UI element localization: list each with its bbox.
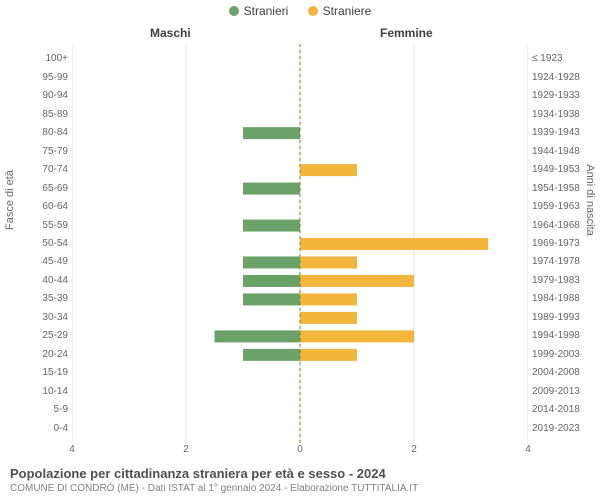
bar-female [300, 330, 414, 342]
bar-male [243, 293, 300, 305]
y-tick-birth: 1954-1958 [532, 184, 600, 194]
y-tick-age: 35-39 [0, 294, 68, 304]
y-tick-birth: 2009-2013 [532, 387, 600, 397]
x-tick: 2 [411, 444, 417, 455]
x-tick: 4 [69, 444, 75, 455]
y-tick-age: 70-74 [0, 165, 68, 175]
y-tick-birth: 1949-1953 [532, 165, 600, 175]
y-tick-birth: 1924-1928 [532, 73, 600, 83]
y-axis-left: 100+ 95-99 90-94 85-89 80-84 75-79 70-74 65-69 6… [0, 44, 68, 444]
legend-label-female: Straniere [323, 4, 372, 18]
bar-male [215, 330, 301, 342]
y-tick-age: 10-14 [0, 387, 68, 397]
chart-title: Popolazione per cittadinanza straniera p… [10, 466, 418, 481]
legend-label-male: Stranieri [244, 4, 289, 18]
y-tick-age: 20-24 [0, 350, 68, 360]
y-tick-age: 85-89 [0, 110, 68, 120]
y-tick-birth: 1959-1963 [532, 202, 600, 212]
y-tick-age: 5-9 [0, 405, 68, 415]
y-tick-birth: 2004-2008 [532, 368, 600, 378]
y-tick-age: 75-79 [0, 147, 68, 157]
column-title-right: Femmine [380, 26, 433, 40]
bar-male [243, 220, 300, 232]
y-tick-age: 65-69 [0, 184, 68, 194]
y-tick-birth: 1969-1973 [532, 239, 600, 249]
y-tick-age: 40-44 [0, 276, 68, 286]
y-tick-birth: 1929-1933 [532, 91, 600, 101]
bar-female [300, 312, 357, 324]
bar-female [300, 275, 414, 287]
y-tick-birth: 1964-1968 [532, 221, 600, 231]
x-tick: 2 [183, 444, 189, 455]
bar-male [243, 275, 300, 287]
y-tick-birth: 1984-1988 [532, 294, 600, 304]
bar-female [300, 164, 357, 176]
plot-area [72, 44, 528, 444]
y-tick-birth: 1944-1948 [532, 147, 600, 157]
y-tick-age: 15-19 [0, 368, 68, 378]
bar-male [243, 127, 300, 139]
bar-male [243, 256, 300, 268]
y-tick-age: 55-59 [0, 221, 68, 231]
bar-female [300, 256, 357, 268]
pyramid-chart: Stranieri Straniere Maschi Femmine Fasce… [0, 0, 600, 500]
y-tick-birth: 1989-1993 [532, 313, 600, 323]
y-tick-age: 45-49 [0, 257, 68, 267]
y-tick-birth: 1974-1978 [532, 257, 600, 267]
y-tick-birth: 1934-1938 [532, 110, 600, 120]
y-tick-birth: 1939-1943 [532, 128, 600, 138]
legend-item-male: Stranieri [229, 4, 289, 18]
chart-footer: Popolazione per cittadinanza straniera p… [10, 466, 418, 494]
column-title-left: Maschi [150, 26, 191, 40]
y-axis-right: ≤ 1923 1924-1928 1929-1933 1934-1938 1939-19… [532, 44, 600, 444]
legend-swatch-female [308, 6, 318, 16]
x-tick: 0 [297, 444, 303, 455]
y-tick-age: 60-64 [0, 202, 68, 212]
legend-swatch-male [229, 6, 239, 16]
y-tick-birth: 2014-2018 [532, 405, 600, 415]
y-tick-birth: 1979-1983 [532, 276, 600, 286]
x-axis: 4 2 0 2 4 [72, 444, 528, 458]
y-tick-age: 95-99 [0, 73, 68, 83]
legend: Stranieri Straniere [0, 4, 600, 19]
x-tick: 4 [525, 444, 531, 455]
bar-female [300, 349, 357, 361]
y-tick-age: 25-29 [0, 331, 68, 341]
bar-female [300, 238, 488, 250]
y-tick-age: 50-54 [0, 239, 68, 249]
bar-male [243, 183, 300, 195]
y-tick-age: 90-94 [0, 91, 68, 101]
y-tick-age: 100+ [0, 54, 68, 64]
y-tick-birth: 1999-2003 [532, 350, 600, 360]
y-tick-birth: 2019-2023 [532, 424, 600, 434]
y-tick-age: 30-34 [0, 313, 68, 323]
chart-subtitle: COMUNE DI CONDRÒ (ME) - Dati ISTAT al 1°… [10, 483, 418, 494]
y-tick-birth: 1994-1998 [532, 331, 600, 341]
y-tick-age: 0-4 [0, 424, 68, 434]
y-tick-age: 80-84 [0, 128, 68, 138]
bar-male [243, 349, 300, 361]
y-tick-birth: ≤ 1923 [532, 54, 600, 64]
bar-female [300, 293, 357, 305]
legend-item-female: Straniere [308, 4, 372, 18]
